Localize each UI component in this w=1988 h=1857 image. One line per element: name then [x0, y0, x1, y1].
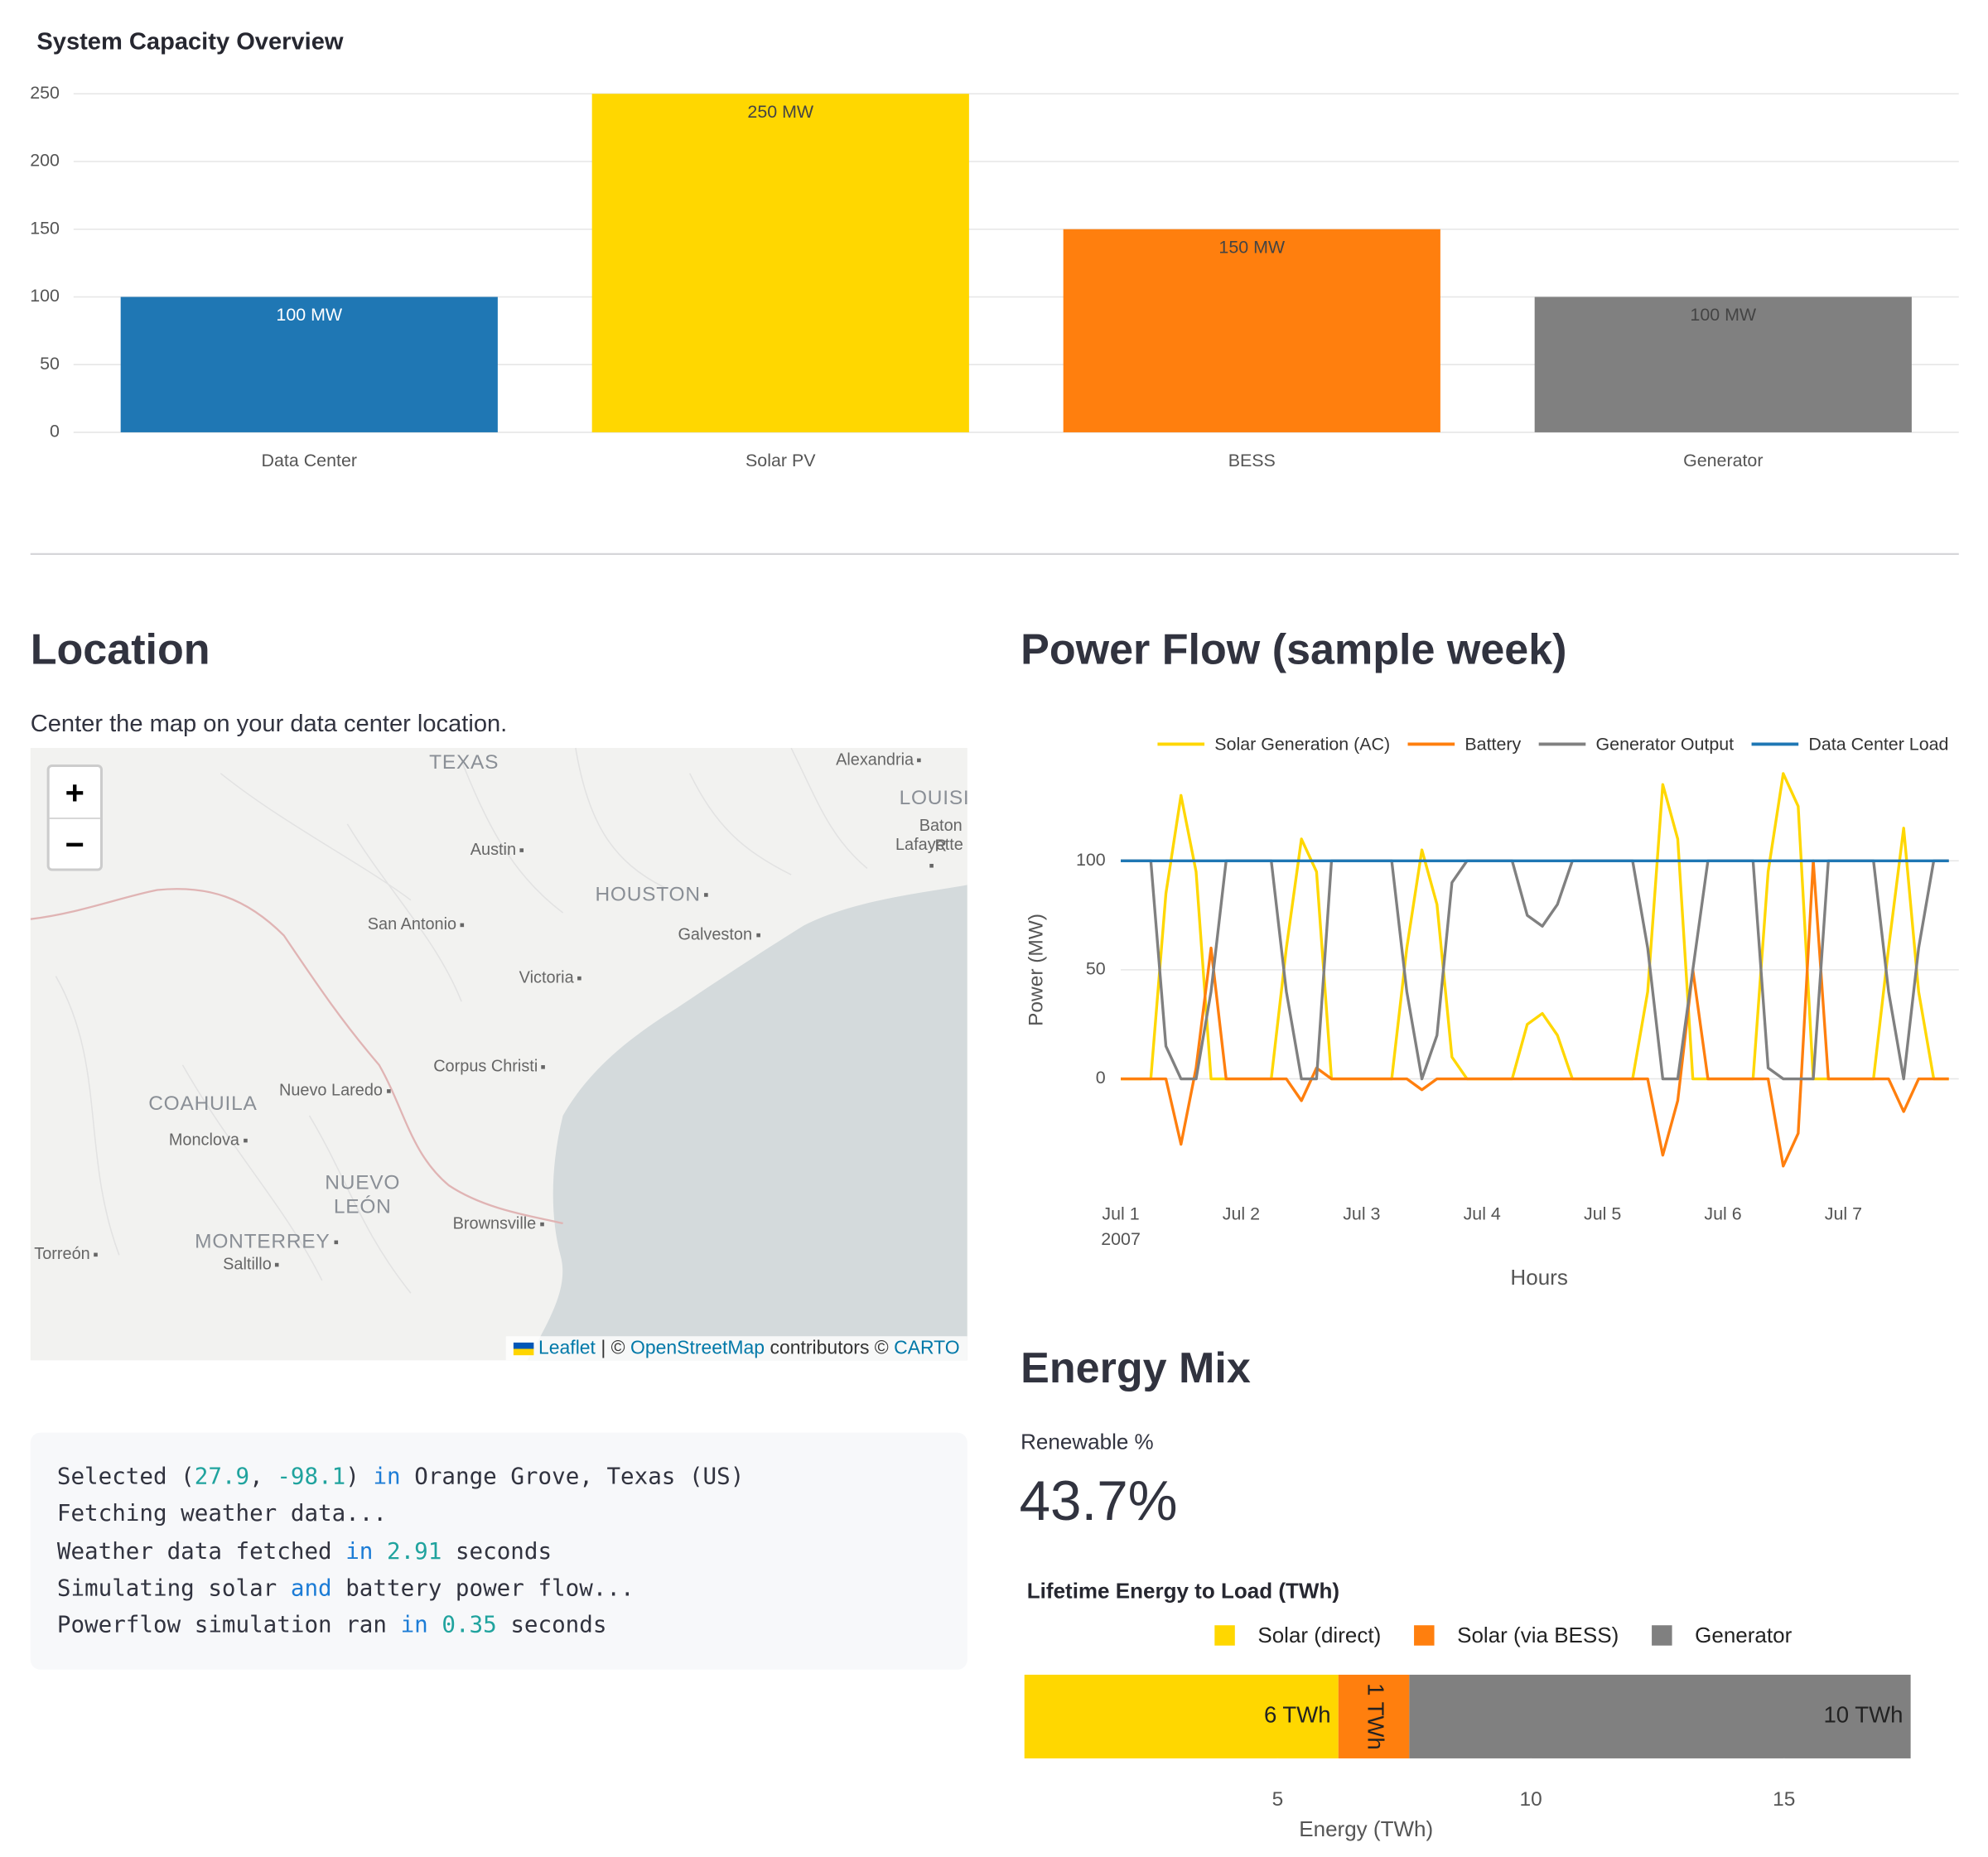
location-heading: Location [30, 625, 210, 674]
bar [120, 297, 498, 432]
metric-value: 43.7% [1019, 1470, 1178, 1533]
legend-swatch [1414, 1625, 1435, 1646]
legend-label: Generator Output [1596, 735, 1735, 755]
map-label: Austin [470, 840, 524, 860]
legend-label: Data Center Load [1808, 735, 1948, 755]
map-label: LOUISI [899, 788, 967, 810]
y-tick-label: 50 [1086, 959, 1106, 979]
map-label: Lafayette [895, 835, 963, 875]
x-tick-label: Jul 1 2007 [1101, 1203, 1141, 1250]
log-line: Fetching weather data... [56, 1500, 387, 1528]
value-label: 150 MW [1218, 237, 1285, 257]
map-label: Torreón [34, 1244, 98, 1264]
x-axis-title: Hours [1510, 1265, 1567, 1290]
x-tick-label: BESS [1228, 451, 1276, 470]
chart-title: Power Flow (sample week) [1021, 625, 1567, 674]
y-tick-label: 50 [40, 354, 60, 374]
attribution: Leaflet | © OpenStreetMap contributors ©… [505, 1336, 967, 1361]
map-label: MONTERREY [195, 1230, 338, 1254]
bar-segment [1338, 1674, 1410, 1758]
y-tick-label: 150 [30, 218, 60, 238]
value-label: 6 TWh [1264, 1702, 1331, 1728]
map-label: Brownsville [453, 1213, 544, 1233]
map-label: Galveston [678, 924, 760, 944]
attribution-text: | © [601, 1337, 625, 1359]
x-tick-label: 15 [1773, 1788, 1795, 1811]
log-line: Weather data fetched in 2.91 seconds [56, 1537, 552, 1565]
x-tick-label: Jul 7 [1824, 1203, 1863, 1224]
y-tick-label: 0 [50, 422, 60, 441]
leaflet-link[interactable]: Leaflet [538, 1337, 596, 1359]
map-label: COAHUILA [148, 1092, 258, 1116]
chart-title: System Capacity Overview [36, 29, 344, 55]
value-label: 250 MW [747, 102, 813, 122]
x-tick-label: Jul 5 [1583, 1203, 1622, 1224]
map-tiles [30, 748, 967, 1361]
y-axis-title: Power (MW) [1025, 914, 1047, 1026]
legend-label: Solar (via BESS) [1457, 1623, 1619, 1647]
bar [591, 94, 969, 432]
map-label: San Antonio [368, 914, 465, 934]
legend-label: Generator [1695, 1623, 1792, 1647]
location-caption: Center the map on your data center locat… [30, 711, 508, 738]
log-line: Simulating solar and battery power flow.… [56, 1575, 635, 1602]
map-label: HOUSTON [595, 883, 708, 907]
legend-label: Battery [1464, 735, 1521, 755]
sea [527, 885, 967, 1361]
x-tick-label: Jul 3 [1343, 1203, 1381, 1224]
x-tick-label: Jul 4 [1463, 1203, 1501, 1224]
map-label: Monclova [169, 1130, 247, 1150]
carto-link[interactable]: CARTO [894, 1337, 960, 1359]
x-tick-label: Solar PV [746, 451, 816, 470]
x-tick-label: 5 [1272, 1788, 1284, 1811]
x-tick-label: Generator [1683, 451, 1763, 470]
legend-swatch [1214, 1625, 1235, 1646]
map-label: Victoria [519, 967, 581, 987]
value-label: 100 MW [276, 305, 342, 325]
bar [1063, 229, 1440, 432]
y-tick-label: 200 [30, 151, 60, 171]
y-tick-label: 100 [30, 286, 60, 306]
legend-swatch [1652, 1625, 1672, 1646]
attribution-text: contributors © [770, 1337, 889, 1359]
map-label: Saltillo [223, 1254, 279, 1274]
border [30, 888, 563, 1225]
energy-mix-heading: Energy Mix [1021, 1344, 1251, 1393]
y-tick-label: 250 [30, 83, 60, 103]
bar-segment [1024, 1674, 1339, 1758]
chart-title: Lifetime Energy to Load (TWh) [1027, 1578, 1339, 1603]
x-tick-label: Data Center [262, 451, 357, 470]
zoom-control: + − [46, 764, 103, 871]
value-label: 10 TWh [1823, 1702, 1903, 1728]
y-tick-label: 0 [1096, 1068, 1106, 1088]
log-line: Selected (27.9, -98.1) in Orange Grove, … [56, 1464, 745, 1491]
log-box: Selected (27.9, -98.1) in Orange Grove, … [30, 1432, 967, 1670]
x-axis-title: Energy (TWh) [1299, 1816, 1433, 1841]
flag-icon [513, 1342, 533, 1356]
value-label: 1 TWh [1363, 1683, 1388, 1750]
metric-label: Renewable % [1021, 1430, 1154, 1454]
legend-label: Solar (direct) [1257, 1623, 1381, 1647]
x-tick-label: Jul 2 [1222, 1203, 1261, 1224]
map[interactable]: + − Leaflet | © OpenStreetMap contributo… [30, 748, 967, 1361]
y-tick-label: 100 [1076, 850, 1106, 870]
map-label: TEXAS [429, 752, 499, 774]
map-label: Alexandria [836, 750, 921, 769]
bar-segment [1409, 1674, 1911, 1758]
zoom-in-button[interactable]: + [49, 767, 100, 819]
map-label: Corpus Christi [433, 1056, 545, 1076]
series-line [1121, 859, 1949, 1168]
value-label: 100 MW [1690, 305, 1756, 325]
log-line: Powerflow simulation ran in 0.35 seconds [56, 1612, 607, 1639]
bar [1534, 297, 1912, 432]
x-tick-label: Jul 6 [1704, 1203, 1742, 1224]
map-label: Nuevo Laredo [279, 1080, 390, 1100]
map-label: NUEVO LEÓN [325, 1172, 401, 1218]
legend-label: Solar Generation (AC) [1214, 735, 1390, 755]
osm-link[interactable]: OpenStreetMap [630, 1337, 765, 1359]
x-tick-label: 10 [1519, 1788, 1542, 1811]
zoom-out-button[interactable]: − [65, 825, 84, 864]
